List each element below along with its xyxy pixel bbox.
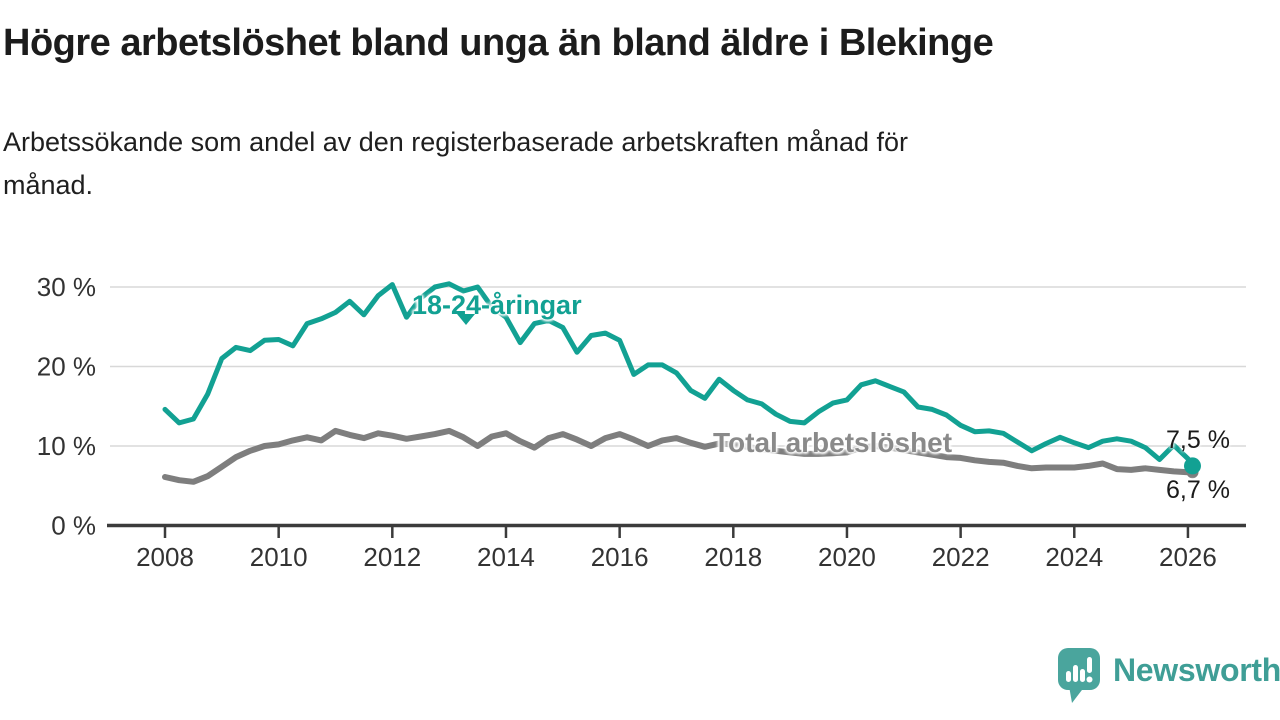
x-axis-tick-label: 2016 [591, 542, 649, 572]
series-end-dot-18-24-aringar [1183, 457, 1201, 475]
label-pointer-triangle-icon [457, 314, 475, 325]
series-line-18-24-aringar [162, 281, 1195, 469]
x-axis-tick-label: 2010 [250, 542, 308, 572]
newsworthy-logo: Newsworthy [1056, 646, 1280, 704]
x-axis-tick-label: 2022 [932, 542, 990, 572]
chart-subtitle: Arbetssökande som andel av den registerb… [3, 121, 908, 207]
y-axis-tick-label: 20 % [37, 352, 96, 382]
series-label-18-24-aringar: 18-24-åringar [412, 290, 582, 320]
end-value-label-total-arbetsloshet: 6,7 % [1166, 476, 1230, 504]
x-axis-tick-label: 2026 [1159, 542, 1217, 572]
chart-subtitle-line2: månad. [3, 170, 94, 200]
chart-subtitle-line1: Arbetssökande som andel av den registerb… [3, 127, 909, 157]
x-axis-tick-label: 2018 [704, 542, 762, 572]
newsworthy-logo-icon [1058, 648, 1100, 703]
x-axis-tick-label: 2020 [818, 542, 876, 572]
y-axis-tick-label: 10 % [37, 431, 96, 461]
series-label-total-arbetsloshet: Total arbetslöshet [713, 427, 953, 458]
y-axis-tick-label: 0 % [51, 511, 96, 541]
x-axis-tick-label: 2008 [136, 542, 194, 572]
newsworthy-logo-text: Newsworthy [1113, 652, 1280, 688]
end-value-label-18-24-aringar: 7,5 % [1166, 426, 1230, 454]
x-axis-tick-label: 2012 [363, 542, 421, 572]
x-axis-tick-label: 2024 [1045, 542, 1103, 572]
y-axis-tick-label: 30 % [37, 272, 96, 302]
x-axis-tick-label: 2014 [477, 542, 535, 572]
chart-title: Högre arbetslöshet bland unga än bland ä… [3, 22, 994, 64]
series-line-total-arbetsloshet [162, 427, 1196, 485]
